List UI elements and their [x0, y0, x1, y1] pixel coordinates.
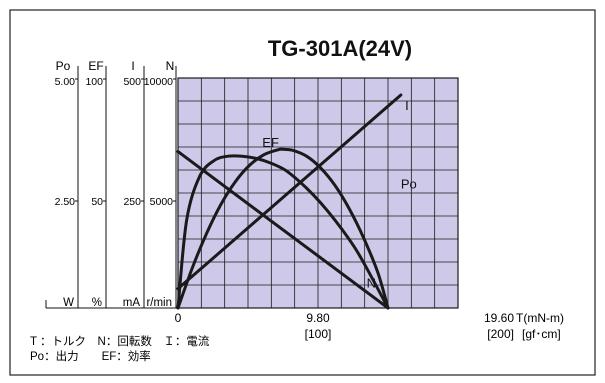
grid-lines: [177, 77, 459, 309]
legend-line-2: Po：出力 EF：効率: [30, 349, 151, 363]
series-line-po: [176, 147, 390, 310]
series-label-po: Po: [401, 176, 417, 191]
plot-border: [177, 77, 459, 309]
y-axis-unit-ef: %: [92, 297, 102, 309]
y-tick-mid-po: 2.50: [55, 196, 76, 208]
x-axis: 0 9.80 19.60 T(mN-m) [100] [200] [gf･cm]: [175, 311, 564, 341]
y-axis-header-po: Po: [56, 59, 71, 73]
x-secondary-unit: [gf･cm]: [522, 327, 561, 341]
y-axis-unit-n: r/min: [146, 297, 172, 309]
series-line-ef: [176, 154, 390, 310]
x-tick-label: 0: [175, 311, 182, 325]
y-tick-top-i: 500: [123, 76, 141, 88]
series-label-ef: EF: [262, 135, 279, 150]
y-tick-top-n: 10000: [144, 76, 173, 88]
x-secondary-tick-label: [100]: [305, 327, 332, 341]
series-label-n: N: [367, 275, 376, 290]
left-axes: Po 5.00 2.50 W EF 100 50% I 500 250 mA N 10000 5000 r/…: [45, 59, 178, 309]
y-axis-header-i: I: [131, 59, 134, 73]
y-tick-mid-i: 250: [123, 196, 141, 208]
series-layer: N I EF Po: [176, 93, 417, 310]
series-line-i: [176, 93, 403, 291]
x-secondary-tick-label: [200]: [487, 327, 514, 341]
y-axis-header-n: N: [166, 59, 175, 73]
series-label-i: I: [405, 98, 409, 113]
x-tick-label: 9.80: [306, 311, 330, 325]
x-tick-label: 19.60: [484, 311, 514, 325]
y-tick-mid-ef: 50: [91, 196, 103, 208]
y-tick-mid-n: 5000: [150, 196, 174, 208]
y-axis-unit-i: mA: [123, 297, 141, 309]
legend-line-1: T ：トルク N：回転数 Ｉ：電流: [30, 334, 210, 348]
y-axis-unit-po: W: [63, 297, 74, 309]
y-axis-header-ef: EF: [88, 59, 103, 73]
y-tick-top-po: 5.00: [55, 76, 76, 88]
y-tick-top-ef: 100: [85, 76, 103, 88]
series-line-n: [176, 150, 390, 310]
x-axis-label: T(mN-m): [516, 311, 564, 325]
chart-title: TG-301A(24V): [268, 36, 412, 61]
